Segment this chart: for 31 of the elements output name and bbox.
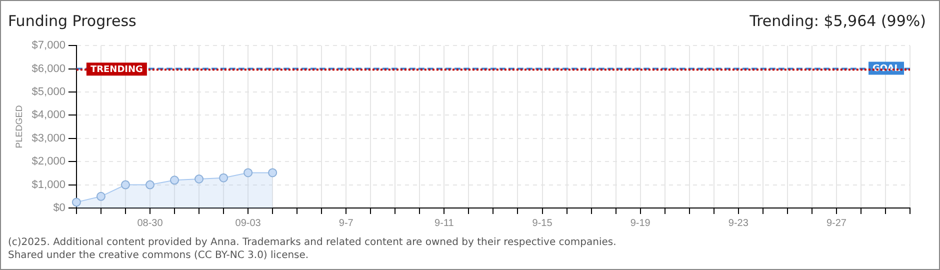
point bbox=[219, 173, 228, 182]
point bbox=[170, 176, 180, 185]
x-tick-label: 9-23 bbox=[728, 218, 749, 229]
point bbox=[194, 174, 204, 184]
y-tick-label: $0 bbox=[53, 202, 66, 214]
y-tick-label: $1,000 bbox=[32, 178, 66, 191]
y-tick-label: $4,000 bbox=[32, 109, 66, 122]
y-tick-label: $2,000 bbox=[32, 156, 66, 168]
point bbox=[120, 180, 130, 190]
text: (c)2025. Additional content provided by Anna. Trademarks and related content are owned by their respective companies. bbox=[8, 236, 616, 249]
point bbox=[145, 180, 154, 190]
chart-title: Funding Progress bbox=[8, 12, 136, 30]
x-tick-label: 09-03 bbox=[235, 218, 262, 229]
y-tick-label: $6,000 bbox=[32, 62, 66, 75]
x-tick-label: 9-27 bbox=[826, 218, 847, 229]
chart-subtitle: Trending: $5,964 (99%) bbox=[750, 12, 926, 30]
point bbox=[72, 198, 81, 207]
y-tick-label: $5,000 bbox=[32, 86, 66, 98]
point bbox=[244, 168, 253, 178]
x-tick-label: 9-7 bbox=[338, 218, 354, 229]
x-tick-label: 9-15 bbox=[532, 218, 553, 229]
y-tick-label: $7,000 bbox=[32, 40, 66, 52]
text: Shared under the creative commons (CC BY-NC 3.0) license. bbox=[8, 249, 310, 262]
x-tick-label: 9-11 bbox=[434, 218, 454, 229]
ref-line-label: TRENDING bbox=[90, 64, 143, 75]
x-tick-label: 08-30 bbox=[137, 218, 164, 229]
point bbox=[268, 168, 278, 178]
point bbox=[96, 192, 106, 201]
y-tick-label: $3,000 bbox=[32, 132, 66, 144]
y-axis-title: PLEDGED bbox=[14, 104, 24, 148]
x-tick-label: 9-19 bbox=[630, 218, 651, 229]
